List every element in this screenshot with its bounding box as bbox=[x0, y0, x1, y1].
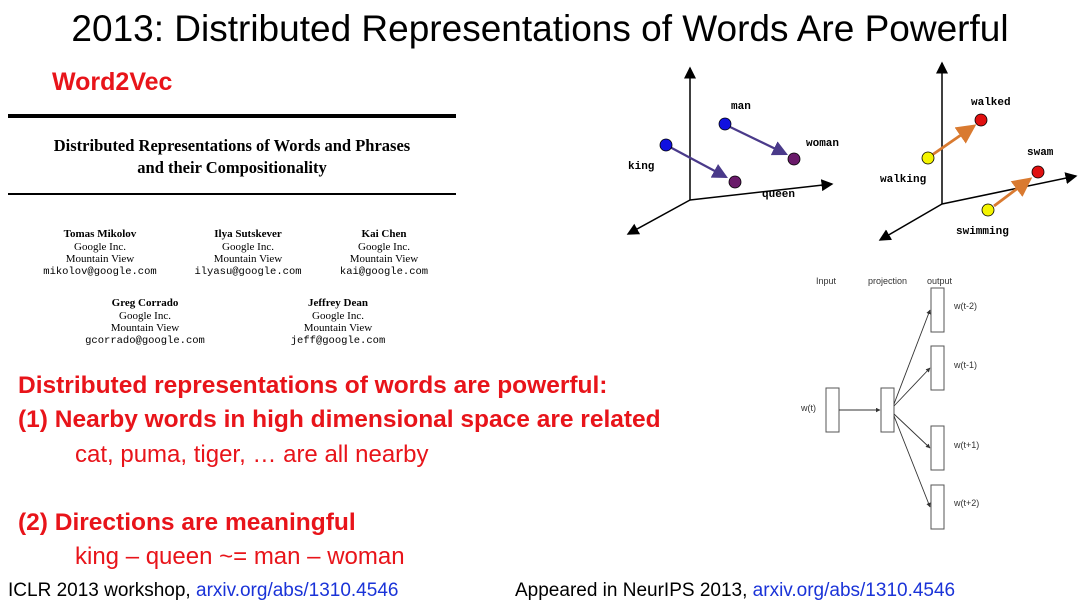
input-box bbox=[825, 387, 840, 433]
author-block: Ilya Sutskever Google Inc. Mountain View… bbox=[180, 228, 316, 278]
output-arrow bbox=[893, 415, 931, 508]
walked-point bbox=[974, 113, 988, 127]
author-org: Google Inc. bbox=[222, 240, 274, 253]
projection-header: projection bbox=[868, 276, 907, 286]
king-queen-arrow bbox=[667, 145, 728, 179]
author-location: Mountain View bbox=[65, 253, 135, 265]
projection-box bbox=[880, 387, 895, 433]
author-name: Kai Chen bbox=[361, 228, 407, 240]
woman-point bbox=[787, 152, 801, 166]
author-email: gcorrado@google.com bbox=[85, 334, 205, 347]
author-location: Mountain View bbox=[349, 253, 419, 265]
output-word-label: w(t-1) bbox=[953, 360, 977, 370]
output-box bbox=[930, 287, 945, 333]
footer-right: Appeared in NeurIPS 2013, arxiv.org/abs/… bbox=[515, 580, 955, 602]
author-name: Jeffrey Dean bbox=[308, 297, 368, 309]
author-email: ilyasu@google.com bbox=[194, 265, 302, 278]
author-org: Google Inc. bbox=[312, 309, 364, 322]
paper-title-line2: and their Compositionality bbox=[137, 158, 327, 177]
footer-left-link[interactable]: arxiv.org/abs/1310.4546 bbox=[196, 580, 399, 601]
input-word-label: w(t) bbox=[800, 403, 816, 413]
walking-walked-arrow bbox=[931, 124, 977, 157]
right-axes bbox=[878, 61, 1078, 241]
embedding-diagrams: king queen man woman walking walked swim… bbox=[626, 61, 1078, 241]
swam-label: swam bbox=[1027, 147, 1054, 159]
points-heading: Distributed representations of words are… bbox=[18, 372, 608, 399]
author-email: kai@google.com bbox=[339, 265, 429, 278]
paper-title: Distributed Representations of Words and… bbox=[8, 135, 456, 179]
footer-right-text: Appeared in NeurIPS 2013, bbox=[515, 580, 753, 601]
point-2-example: king – queen ~= man – woman bbox=[75, 543, 405, 570]
output-box bbox=[930, 484, 945, 530]
author-location: Mountain View bbox=[213, 253, 283, 265]
paper-top-rule bbox=[8, 114, 456, 118]
paper-title-line1: Distributed Representations of Words and… bbox=[53, 136, 411, 155]
author-org: Google Inc. bbox=[74, 240, 126, 253]
output-box bbox=[930, 425, 945, 471]
swam-point bbox=[1031, 165, 1045, 179]
author-name: Greg Corrado bbox=[111, 297, 179, 309]
author-location: Mountain View bbox=[110, 322, 180, 334]
queen-label: queen bbox=[762, 189, 795, 201]
woman-label: woman bbox=[806, 138, 839, 150]
author-block: Tomas Mikolov Google Inc. Mountain View … bbox=[30, 228, 170, 278]
author-name: Ilya Sutskever bbox=[214, 228, 282, 240]
king-point bbox=[659, 138, 673, 152]
output-box bbox=[930, 345, 945, 391]
skipgram-diagram: Input projection output w(t) w(t-2) w(t-… bbox=[800, 276, 979, 530]
swimming-point bbox=[981, 203, 995, 217]
author-block: Greg Corrado Google Inc. Mountain View g… bbox=[75, 297, 215, 347]
subtitle-word2vec: Word2Vec bbox=[52, 68, 173, 96]
output-arrow bbox=[893, 367, 931, 407]
author-email: mikolov@google.com bbox=[43, 265, 157, 278]
swimming-swam-arrow bbox=[993, 177, 1033, 208]
output-arrow bbox=[893, 413, 931, 449]
king-label: king bbox=[628, 161, 654, 173]
author-name: Tomas Mikolov bbox=[63, 228, 137, 240]
left-axes bbox=[626, 66, 834, 235]
author-block: Kai Chen Google Inc. Mountain View kai@g… bbox=[320, 228, 448, 278]
author-block: Jeffrey Dean Google Inc. Mountain View j… bbox=[268, 297, 408, 347]
output-arrow bbox=[893, 309, 931, 405]
point-1: (1) Nearby words in high dimensional spa… bbox=[18, 406, 661, 433]
output-word-label: w(t+1) bbox=[953, 440, 979, 450]
output-header: output bbox=[927, 276, 953, 286]
queen-point bbox=[728, 175, 742, 189]
point-2: (2) Directions are meaningful bbox=[18, 509, 356, 536]
footer-left: ICLR 2013 workshop, arxiv.org/abs/1310.4… bbox=[8, 580, 398, 602]
author-org: Google Inc. bbox=[119, 309, 171, 322]
output-word-label: w(t-2) bbox=[953, 301, 977, 311]
man-point bbox=[718, 117, 732, 131]
man-label: man bbox=[731, 101, 751, 113]
slide-title: 2013: Distributed Representations of Wor… bbox=[71, 8, 1009, 49]
walking-point bbox=[921, 151, 935, 165]
author-email: jeff@google.com bbox=[290, 334, 386, 347]
footer-right-link[interactable]: arxiv.org/abs/1310.4546 bbox=[752, 580, 956, 601]
point-1-example: cat, puma, tiger, … are all nearby bbox=[75, 441, 429, 468]
man-woman-arrow bbox=[725, 124, 788, 156]
footer-left-text: ICLR 2013 workshop, bbox=[8, 580, 196, 601]
author-location: Mountain View bbox=[303, 322, 373, 334]
output-word-label: w(t+2) bbox=[953, 498, 979, 508]
input-header: Input bbox=[816, 276, 837, 286]
walking-label: walking bbox=[880, 174, 926, 186]
author-org: Google Inc. bbox=[358, 240, 410, 253]
swimming-label: swimming bbox=[956, 226, 1009, 238]
paper-bottom-rule bbox=[8, 193, 456, 195]
walked-label: walked bbox=[971, 97, 1011, 109]
